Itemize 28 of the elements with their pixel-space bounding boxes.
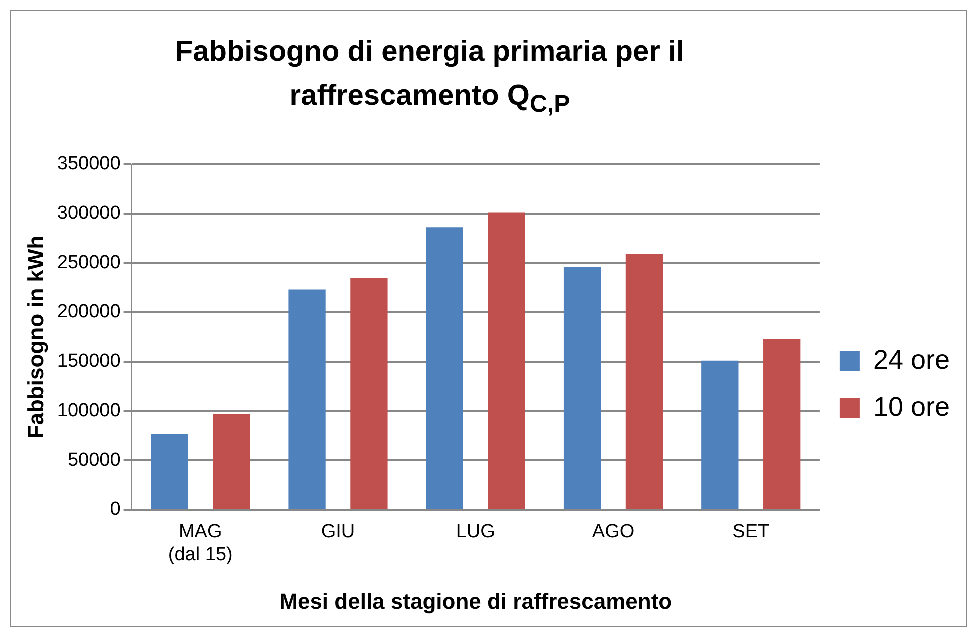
y-axis-title: Fabbisogno in kWh bbox=[23, 236, 48, 439]
y-tick-label: 300000 bbox=[57, 203, 121, 224]
legend-label: 24 ore bbox=[873, 344, 950, 375]
chart-title: Fabbisogno di energia primaria per il raffrescamento Q$_{C,P}$ bbox=[174, 35, 686, 120]
y-tick-label: 50000 bbox=[68, 450, 121, 471]
legend-label: 10 ore bbox=[873, 392, 950, 422]
bar bbox=[626, 254, 664, 509]
x-tick-label: GIU bbox=[321, 522, 356, 543]
y-tick-label: 250000 bbox=[57, 252, 121, 274]
y-tick-label: 0 bbox=[110, 499, 121, 520]
bar bbox=[350, 278, 388, 509]
y-tick-label: 200000 bbox=[57, 302, 121, 323]
y-tick-label: 350000 bbox=[57, 154, 121, 175]
x-tick-label: SET bbox=[732, 522, 770, 543]
bar bbox=[764, 339, 801, 509]
bar bbox=[213, 414, 250, 509]
bar bbox=[288, 290, 326, 509]
x-tick-label: MAG (dal 15) bbox=[168, 522, 233, 566]
bar bbox=[702, 360, 739, 509]
bar bbox=[426, 228, 464, 509]
y-tick-label: 100000 bbox=[57, 400, 121, 422]
x-tick-label: AGO bbox=[592, 522, 635, 543]
x-axis-title: Mesi della stagione di raffrescamento bbox=[280, 588, 672, 614]
y-tick-label: 150000 bbox=[57, 351, 121, 372]
bar bbox=[151, 434, 188, 509]
bar bbox=[564, 267, 602, 509]
x-tick-label: LUG bbox=[456, 522, 496, 543]
bar bbox=[488, 212, 526, 509]
